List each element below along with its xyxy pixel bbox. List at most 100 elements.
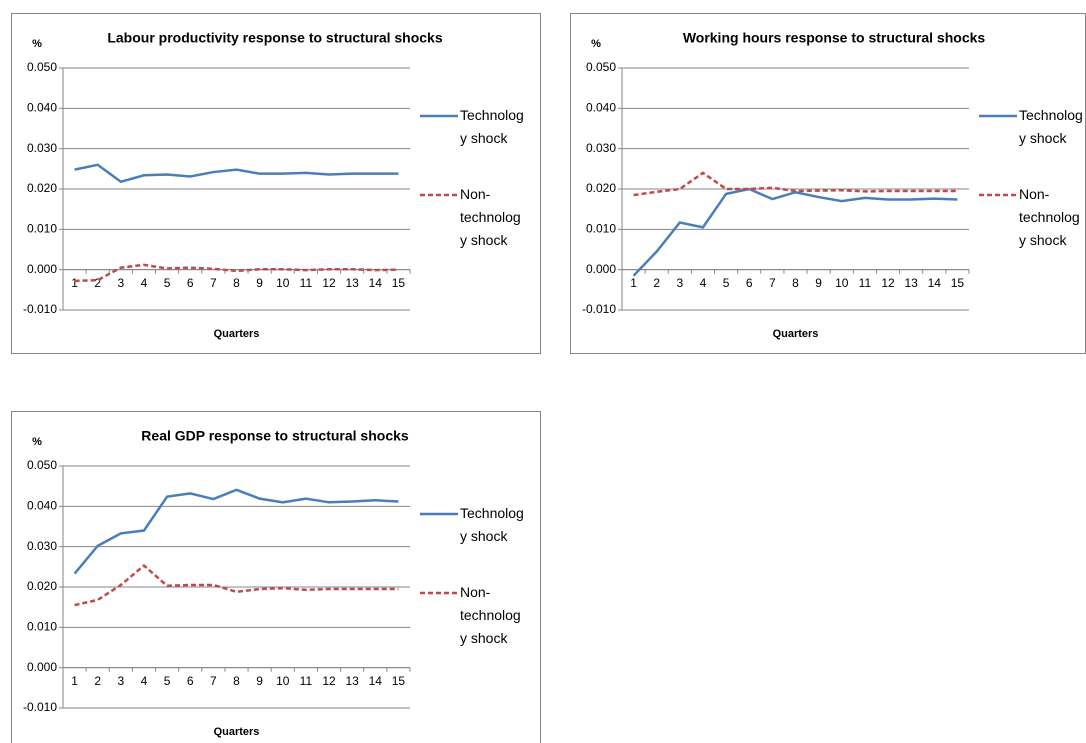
x-tick-label: 5 [723, 276, 730, 290]
series-line [74, 563, 399, 607]
y-tick-label: 0.030 [27, 141, 57, 155]
x-tick-label: 6 [746, 276, 753, 290]
x-tick-label: 1 [630, 276, 637, 290]
x-tick-label: 13 [345, 276, 359, 290]
x-tick-label: 12 [881, 276, 895, 290]
x-tick-label: 9 [815, 276, 822, 290]
x-tick-label: 11 [859, 276, 872, 290]
x-tick-label: 5 [164, 276, 171, 290]
x-tick-label: 2 [94, 674, 101, 688]
y-tick-label: 0.020 [27, 579, 57, 593]
x-tick-label: 4 [141, 674, 148, 688]
y-tick-label: 0.030 [586, 141, 616, 155]
y-axis-label: % [591, 38, 601, 50]
series-line [74, 163, 399, 184]
chart-frame [11, 13, 541, 354]
legend-label: Technology shock [460, 107, 524, 146]
x-tick-label: 14 [369, 674, 383, 688]
x-tick-label: 11 [300, 276, 313, 290]
x-tick-label: 10 [835, 276, 849, 290]
x-tick-label: 12 [322, 674, 336, 688]
x-tick-label: 11 [300, 674, 313, 688]
x-tick-label: 6 [187, 674, 194, 688]
x-tick-label: 3 [676, 276, 683, 290]
x-tick-label: 8 [233, 674, 240, 688]
x-tick-label: 3 [117, 276, 124, 290]
legend-entry: Technology shock [1019, 107, 1083, 146]
x-tick-label: 2 [94, 276, 101, 290]
x-tick-label: 13 [904, 276, 918, 290]
series-line [633, 171, 958, 197]
y-tick-label: 0.050 [27, 60, 57, 74]
chart: Real GDP response to structural shocks% -… [11, 411, 541, 743]
x-tick-label: 15 [392, 276, 406, 290]
y-tick-label: 0.040 [586, 101, 616, 115]
x-tick-label: 1 [71, 276, 78, 290]
legend-label: Non-technology shock [460, 584, 521, 646]
x-tick-label: 14 [928, 276, 942, 290]
legend-entry: Non-technology shock [460, 186, 521, 248]
legend-label: Non-technology shock [460, 186, 521, 248]
x-tick-label: 4 [141, 276, 148, 290]
y-tick-label: 0.000 [27, 262, 57, 276]
x-tick-label: 5 [164, 674, 171, 688]
chart-title: Working hours response to structural sho… [683, 30, 986, 46]
x-tick-label: 7 [210, 276, 217, 290]
legend-entry: Non-technology shock [1019, 186, 1080, 248]
series-line [74, 263, 399, 283]
x-tick-label: 2 [653, 276, 660, 290]
x-tick-label: 3 [117, 674, 124, 688]
chart: Working hours response to structural sho… [570, 13, 1086, 354]
y-tick-label: 0.040 [27, 499, 57, 513]
y-tick-label: 0.020 [27, 181, 57, 195]
x-tick-label: 8 [233, 276, 240, 290]
y-axis-label: % [32, 38, 42, 50]
chart-frame [11, 411, 541, 743]
x-tick-label: 14 [369, 276, 383, 290]
y-tick-label: 0.010 [27, 620, 57, 634]
y-tick-label: 0.000 [586, 262, 616, 276]
legend-entry: Non-technology shock [460, 584, 521, 646]
y-tick-label: 0.000 [27, 660, 57, 674]
chart-title: Real GDP response to structural shocks [141, 428, 409, 444]
chart-title: Labour productivity response to structur… [107, 30, 443, 46]
x-tick-label: 15 [392, 674, 406, 688]
x-tick-label: 4 [700, 276, 707, 290]
y-tick-label: 0.010 [586, 222, 616, 236]
x-axis-label: Quarters [773, 328, 819, 340]
chart-frame [570, 13, 1086, 354]
x-tick-label: 1 [71, 674, 78, 688]
y-tick-label: 0.050 [586, 60, 616, 74]
y-tick-label: -0.010 [23, 700, 57, 714]
legend-label: Technology shock [460, 505, 524, 544]
x-tick-label: 13 [345, 674, 359, 688]
x-tick-label: 7 [769, 276, 776, 290]
series-line [73, 488, 399, 575]
x-tick-label: 10 [276, 276, 290, 290]
y-tick-label: 0.040 [27, 101, 57, 115]
y-tick-label: 0.050 [27, 458, 57, 472]
y-tick-label: 0.010 [27, 222, 57, 236]
y-tick-label: 0.020 [586, 181, 616, 195]
x-axis-label: Quarters [214, 726, 260, 738]
y-tick-label: 0.030 [27, 539, 57, 553]
legend-entry: Technology shock [460, 107, 524, 146]
y-tick-label: -0.010 [582, 302, 616, 316]
legend-entry: Technology shock [460, 505, 524, 544]
x-axis-label: Quarters [214, 328, 260, 340]
y-axis-label: % [32, 436, 42, 448]
chart: Labour productivity response to structur… [11, 13, 541, 354]
x-tick-label: 10 [276, 674, 290, 688]
x-tick-label: 9 [256, 276, 263, 290]
x-tick-label: 6 [187, 276, 194, 290]
legend-label: Non-technology shock [1019, 186, 1080, 248]
legend-label: Technology shock [1019, 107, 1083, 146]
x-tick-label: 9 [256, 674, 263, 688]
x-tick-label: 7 [210, 674, 217, 688]
y-tick-label: -0.010 [23, 302, 57, 316]
x-tick-label: 8 [792, 276, 799, 290]
x-tick-label: 15 [951, 276, 965, 290]
x-tick-label: 12 [322, 276, 336, 290]
